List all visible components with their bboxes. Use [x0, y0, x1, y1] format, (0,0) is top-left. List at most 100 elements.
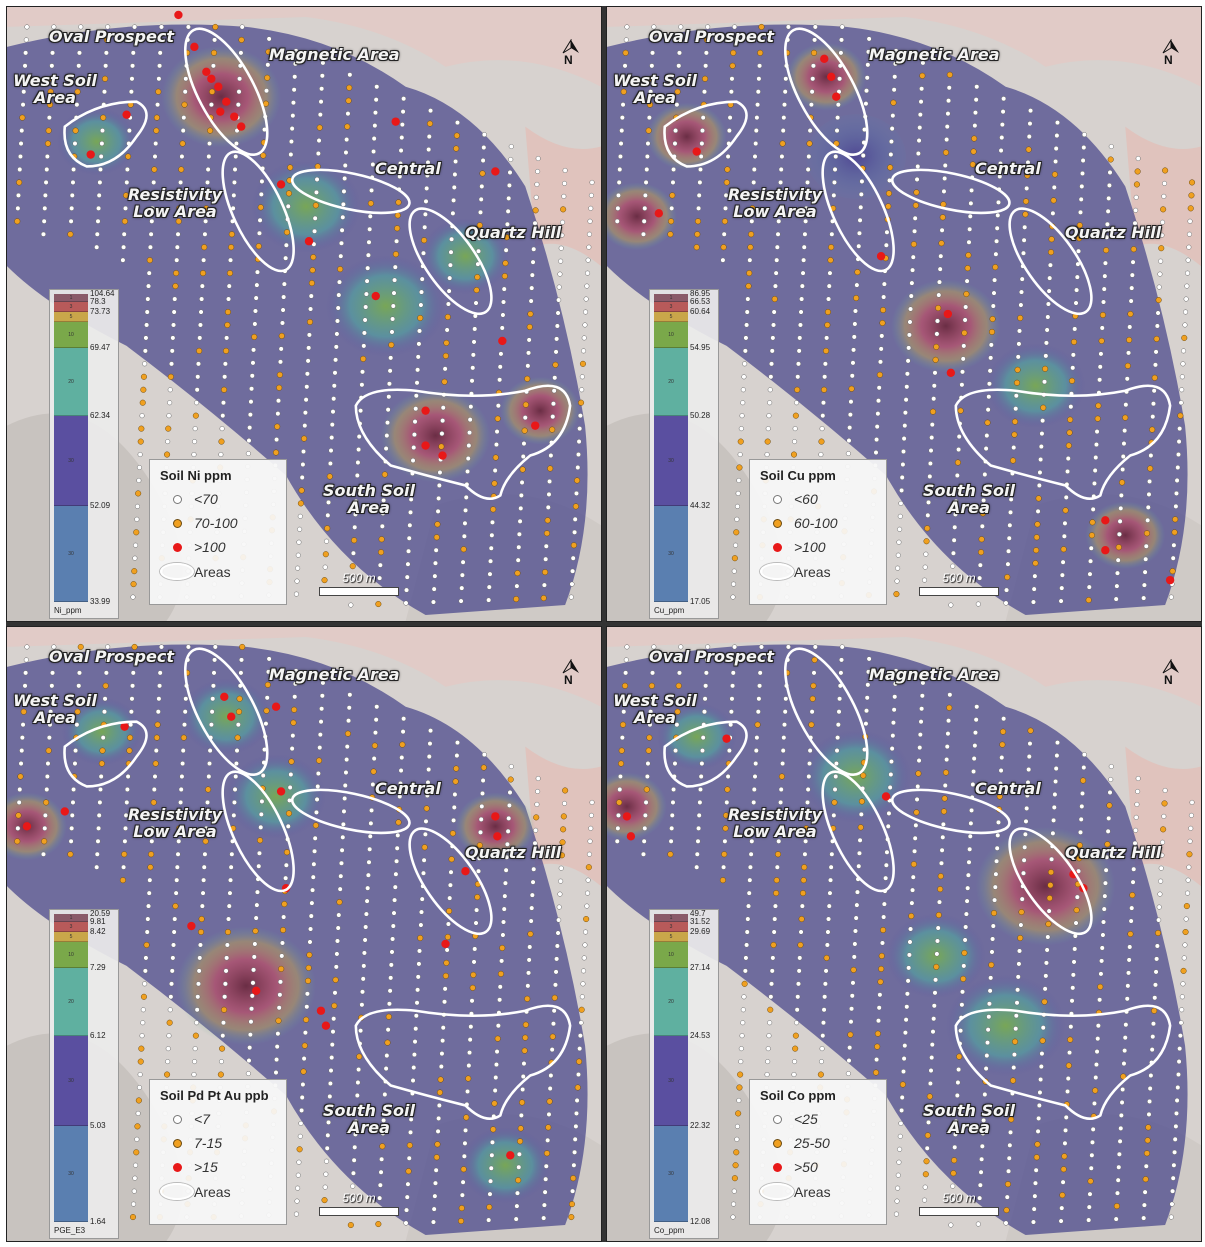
sample-point-low: [644, 153, 650, 160]
sample-point-low: [700, 115, 706, 121]
sample-point-low: [1141, 595, 1147, 601]
colorbar-segment-label: 5: [669, 314, 673, 320]
sample-point-mid: [544, 517, 551, 524]
sample-point-low: [575, 452, 582, 458]
sample-point-low: [1115, 1177, 1121, 1183]
sample-point-low: [374, 704, 380, 710]
sample-point-mid: [620, 721, 627, 728]
sample-point-low: [237, 76, 243, 82]
sample-point-low: [832, 166, 838, 173]
sample-point-low: [1025, 159, 1031, 166]
sample-point-low: [23, 657, 29, 663]
sample-point-low: [1093, 454, 1099, 461]
sample-point-mid: [517, 1125, 524, 1132]
sample-point-low: [1168, 1214, 1174, 1220]
sample-point-mid: [236, 695, 243, 702]
sample-point-low: [526, 337, 532, 343]
sample-point-low: [365, 252, 371, 258]
sample-point-low: [585, 257, 591, 263]
sample-point-low: [533, 827, 539, 833]
sample-point-low: [368, 820, 374, 826]
sample-point-low: [954, 1105, 960, 1111]
sample-point-low: [672, 761, 678, 767]
sample-point-low: [1006, 548, 1012, 554]
sample-point-mid: [336, 899, 343, 906]
sample-point-mid: [17, 773, 24, 780]
sample-point-low: [442, 366, 448, 372]
sample-point-mid: [1158, 245, 1165, 252]
sample-point-low: [146, 890, 152, 896]
sample-point-low: [1022, 224, 1028, 230]
sample-point-low: [361, 330, 367, 336]
colorbar-segment: [654, 312, 688, 322]
sample-point-mid: [1145, 1124, 1152, 1131]
sample-point-low: [898, 500, 904, 506]
sample-point-low: [1053, 158, 1059, 165]
sample-point-low: [980, 1130, 986, 1136]
sample-point-low: [704, 657, 710, 663]
sample-point-low: [427, 741, 433, 747]
sample-point-mid: [491, 1100, 498, 1107]
sample-point-low: [1118, 492, 1124, 498]
sample-point-low: [1118, 505, 1124, 511]
sample-point-high: [220, 692, 229, 701]
sample-point-low: [700, 735, 706, 741]
sample-point-mid: [1127, 930, 1134, 938]
sample-point-mid: [913, 809, 920, 816]
sample-point-low: [250, 980, 256, 986]
sample-point-low: [796, 348, 802, 354]
sample-point-mid: [779, 140, 786, 147]
sample-point-low: [480, 157, 486, 164]
sample-point-low: [883, 862, 889, 868]
sample-point-low: [467, 417, 473, 423]
sample-point-mid: [98, 760, 105, 767]
sample-point-mid: [737, 1071, 744, 1078]
sample-point-mid: [872, 1069, 880, 1076]
sample-point-low: [696, 192, 702, 198]
sample-point-mid: [543, 530, 551, 537]
sample-point-low: [97, 799, 103, 805]
sample-point-low: [753, 748, 759, 754]
sample-point-low: [172, 916, 178, 922]
sample-point-low: [220, 400, 227, 406]
sample-point-low: [967, 213, 973, 219]
colorbar-segment-label: 5: [669, 934, 673, 940]
sample-point-mid: [922, 1171, 929, 1178]
sample-point-low: [500, 299, 507, 305]
sample-point-mid: [262, 100, 269, 107]
sample-point-low: [233, 761, 239, 767]
sample-point-low: [165, 439, 171, 445]
sample-point-low: [917, 125, 923, 131]
sample-point-mid: [474, 894, 481, 901]
scale-bar-line: [919, 587, 999, 596]
sample-point-low: [1108, 764, 1114, 770]
sample-point-low: [239, 24, 245, 30]
sample-point-low: [220, 1033, 226, 1039]
sample-point-low: [1188, 812, 1194, 818]
sample-point-low: [910, 254, 916, 260]
sample-point-low: [275, 398, 282, 404]
sample-point-low: [543, 543, 549, 549]
sample-point-mid: [224, 928, 231, 936]
colorbar-segment: [54, 914, 88, 922]
anomaly-zone: [607, 182, 677, 251]
sample-point-low: [488, 558, 494, 564]
sample-point-low: [1186, 244, 1192, 250]
sample-point-low: [423, 198, 429, 204]
sample-point-low: [890, 733, 896, 739]
sample-point-low: [991, 290, 997, 296]
sample-point-low: [406, 1155, 412, 1161]
sample-point-mid: [1013, 379, 1021, 386]
sample-point-low: [208, 722, 214, 728]
sample-point-low: [136, 464, 142, 471]
sample-point-low: [736, 477, 742, 483]
sample-point-low: [103, 50, 109, 56]
sample-point-mid: [196, 347, 203, 354]
colorbar-strip: 1 3 5 10 20 30 30: [654, 294, 688, 602]
sample-point-mid: [501, 273, 508, 280]
sample-point-low: [462, 520, 468, 526]
sample-point-low: [166, 1033, 172, 1039]
sample-point-low: [156, 696, 162, 702]
sample-point-low: [1148, 1072, 1154, 1079]
sample-point-low: [946, 718, 952, 724]
